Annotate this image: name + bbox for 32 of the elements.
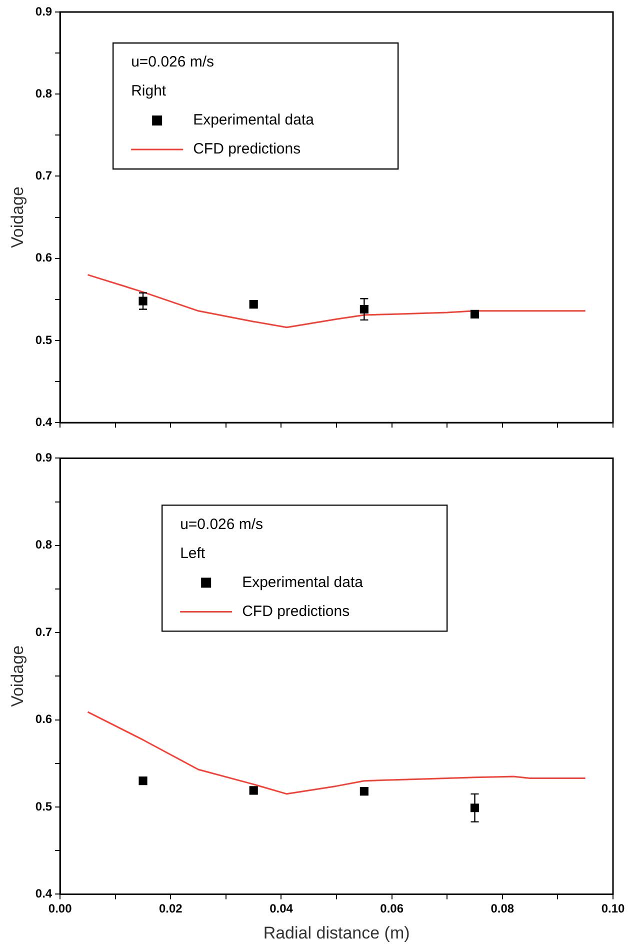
legend-label: Experimental data (193, 112, 315, 129)
x-tick-label: 0.00 (48, 902, 72, 916)
x-tick-label: 0.02 (158, 902, 183, 916)
y-tick-label: 0.8 (35, 86, 52, 100)
y-tick-label: 0.8 (35, 538, 52, 552)
y-tick-label: 0.6 (35, 250, 52, 265)
y-axis-title: Voidage (8, 645, 27, 707)
y-tick-label: 0.6 (35, 712, 52, 726)
y-tick-label: 0.4 (35, 886, 52, 901)
legend-label: CFD predictions (242, 602, 350, 620)
y-axis-title: Voidage (8, 186, 27, 248)
legend-label: Experimental data (242, 574, 364, 591)
point (138, 776, 148, 786)
point (249, 786, 258, 795)
x-tick-label: 0.08 (490, 902, 514, 916)
x-axis-title: Radial distance (m) (263, 923, 410, 942)
x-tick-label: 0.10 (601, 902, 625, 916)
annotation: Right (131, 82, 167, 100)
point (360, 787, 368, 796)
x-tick-label: 0.04 (270, 902, 294, 916)
annotation: u=0.026 m/s (131, 54, 214, 71)
y-tick-label: 0.9 (35, 4, 52, 18)
y-tick-label: 0.5 (35, 332, 52, 347)
y-tick-label: 0.7 (35, 168, 52, 183)
y-tick-label: 0.4 (35, 414, 52, 429)
x-tick-label: 0.06 (380, 902, 404, 916)
y-tick-label: 0.9 (35, 450, 52, 465)
annotation: u=0.026 m/s (180, 516, 264, 533)
legend-label: CFD predictions (193, 140, 301, 158)
y-tick-label: 0.5 (35, 799, 52, 814)
y-tick-label: 0.7 (35, 624, 52, 639)
annotation: Left (180, 544, 206, 562)
